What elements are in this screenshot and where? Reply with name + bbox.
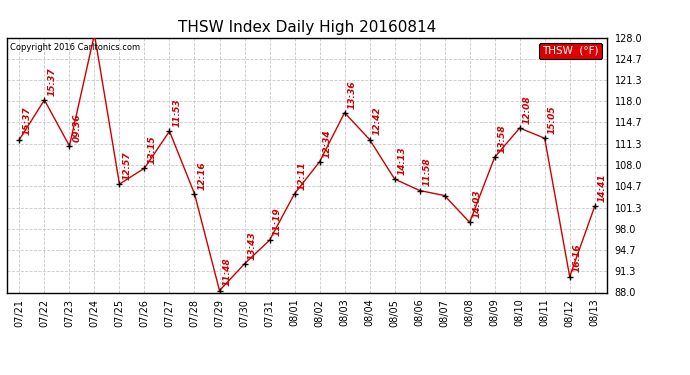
Text: 14:03: 14:03 — [473, 190, 482, 218]
Text: 12:57: 12:57 — [122, 152, 131, 180]
Text: 13:43: 13:43 — [247, 231, 256, 260]
Text: 14:41: 14:41 — [0, 374, 1, 375]
Text: 12:16: 12:16 — [197, 161, 206, 189]
Text: 09:36: 09:36 — [72, 113, 81, 142]
Text: 13:36: 13:36 — [347, 80, 356, 108]
Text: 15:05: 15:05 — [547, 105, 556, 134]
Text: 16:16: 16:16 — [573, 244, 582, 272]
Text: 15:37: 15:37 — [22, 107, 31, 135]
Text: 11:58: 11:58 — [422, 158, 431, 186]
Text: 13:58: 13:58 — [497, 124, 506, 153]
Text: 12:34: 12:34 — [322, 129, 331, 158]
Text: 13:15: 13:15 — [147, 135, 156, 164]
Text: 11:19: 11:19 — [273, 207, 282, 236]
Text: Copyright 2016 Carltonics.com: Copyright 2016 Carltonics.com — [10, 43, 140, 52]
Text: 12:08: 12:08 — [522, 95, 531, 124]
Text: 11:53: 11:53 — [172, 98, 181, 127]
Title: THSW Index Daily High 20160814: THSW Index Daily High 20160814 — [178, 20, 436, 35]
Text: 15:37: 15:37 — [47, 67, 56, 96]
Text: 14:41: 14:41 — [598, 174, 607, 202]
Legend: THSW  (°F): THSW (°F) — [540, 43, 602, 59]
Text: 11:48: 11:48 — [222, 258, 231, 286]
Text: 14:13: 14:13 — [397, 146, 406, 175]
Text: 12:42: 12:42 — [373, 107, 382, 135]
Text: 12:11: 12:11 — [297, 161, 306, 189]
